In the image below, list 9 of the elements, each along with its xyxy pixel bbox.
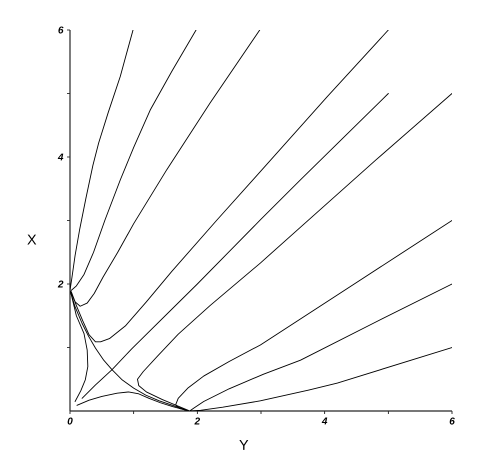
y-tick-label: 2 xyxy=(58,280,64,288)
x-tick-label: 2 xyxy=(194,418,200,424)
y-tick-label: 4 xyxy=(58,154,64,160)
y-tick-label: 6 xyxy=(58,26,64,34)
x-tick-label: 6 xyxy=(450,418,455,425)
x-axis-title: Y xyxy=(239,440,248,450)
x-tick-label: 4 xyxy=(322,418,328,424)
y-axis-title: X xyxy=(27,234,36,244)
x-tick-label: 0 xyxy=(68,418,73,425)
